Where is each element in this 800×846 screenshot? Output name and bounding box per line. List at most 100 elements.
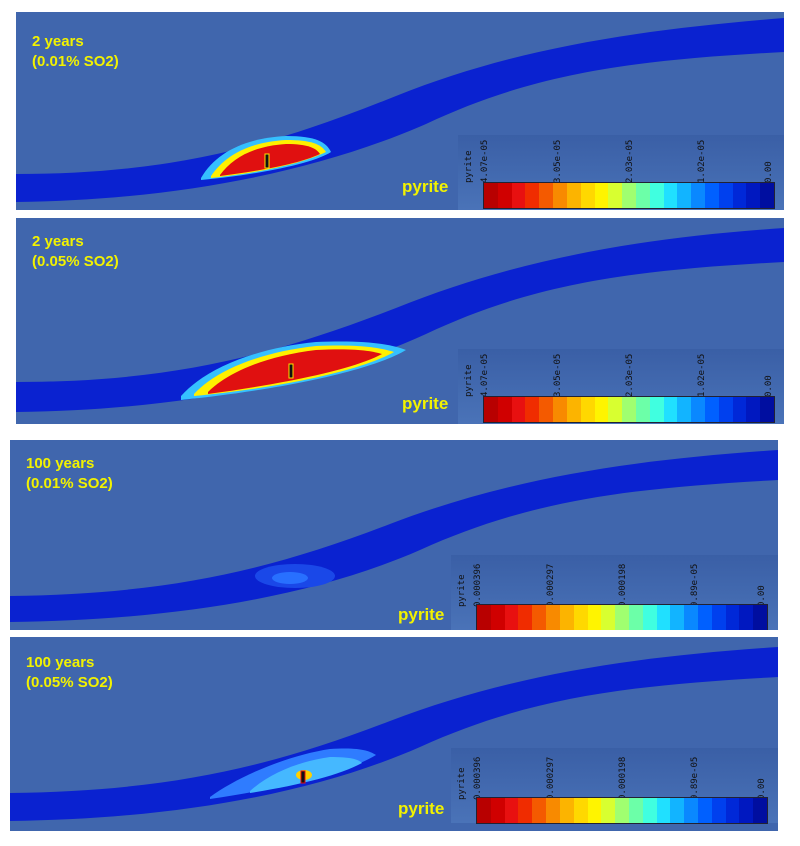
colorbar-swatch xyxy=(656,798,671,823)
injection-well xyxy=(264,153,270,169)
colorbar-swatch xyxy=(732,397,747,422)
colorbar-swatch xyxy=(525,397,540,422)
legend-tick-2: 2.03e-05 xyxy=(625,139,635,183)
colorbar-swatch xyxy=(753,798,768,823)
colorbar-swatch xyxy=(608,183,623,208)
colorbar-legend: pyrite 0.000396 0.000297 0.000198 9.89e-… xyxy=(451,748,778,824)
colorbar-swatch xyxy=(635,183,650,208)
pyrite-label: pyrite xyxy=(398,605,445,624)
colorbar-swatch xyxy=(580,397,595,422)
injection-well xyxy=(288,363,294,379)
colorbar-swatch xyxy=(546,605,560,630)
colorbar-swatch xyxy=(490,798,505,823)
legend-tick-3: 1.02e-05 xyxy=(697,139,707,183)
colorbar-swatch xyxy=(566,183,581,208)
colorbar-swatch xyxy=(477,605,491,630)
colorbar-legend: pyrite 0.000396 0.000297 0.000198 9.89e-… xyxy=(451,555,778,630)
colorbar-swatch xyxy=(760,397,775,422)
colorbar-swatch xyxy=(497,183,512,208)
colorbar-swatch xyxy=(587,798,602,823)
colorbar-swatch xyxy=(532,605,547,630)
colorbar-swatch xyxy=(594,183,609,208)
plume-faint-core xyxy=(272,572,308,584)
panel-title: 100 years (0.01% SO2) xyxy=(26,455,113,492)
reservoir-layer xyxy=(10,647,778,821)
colorbar-swatch xyxy=(711,605,726,630)
colorbar-swatch xyxy=(718,183,733,208)
colorbar-swatch xyxy=(649,397,664,422)
panel-title: 2 years (0.05% SO2) xyxy=(32,233,119,270)
colorbar-swatch xyxy=(760,183,775,208)
plot-panel-100y-005: 100 years (0.05% SO2) pyrite 0.000396 0.… xyxy=(10,637,778,831)
colorbar-swatch xyxy=(532,798,547,823)
colorbar-swatch xyxy=(739,605,754,630)
legend-variable: pyrite xyxy=(464,364,474,397)
colorbar-swatch xyxy=(490,605,505,630)
colorbar-swatch xyxy=(553,183,567,208)
colorbar-swatch xyxy=(670,605,685,630)
colorbar-swatch xyxy=(684,798,698,823)
colorbar-swatch xyxy=(642,798,657,823)
colorbar-swatch xyxy=(553,397,567,422)
panel-title: 2 years (0.01% SO2) xyxy=(32,33,119,70)
plume-core xyxy=(208,349,382,394)
legend-tick-2: 0.000198 xyxy=(618,563,628,607)
legend-tick-3: 9.89e-05 xyxy=(690,563,700,607)
colorbar-swatch xyxy=(504,605,519,630)
colorbar-swatch xyxy=(539,397,554,422)
legend-tick-2: 0.000198 xyxy=(618,756,628,800)
colorbar-swatch xyxy=(691,183,705,208)
legend-tick-0: 4.07e-05 xyxy=(480,139,490,183)
legend-tick-2: 2.03e-05 xyxy=(625,353,635,397)
colorbar-swatch xyxy=(566,397,581,422)
colorbar-swatch xyxy=(511,183,526,208)
colorbar-swatch xyxy=(663,183,678,208)
legend-tick-0: 0.000396 xyxy=(473,563,483,607)
legend-tick-1: 0.000297 xyxy=(546,756,556,800)
colorbar-swatch xyxy=(753,605,768,630)
colorbar-swatch xyxy=(484,183,498,208)
plot-panel-100y-001: 100 years (0.01% SO2) pyrite 0.000396 0.… xyxy=(10,440,778,630)
colorbar-swatch xyxy=(725,798,740,823)
legend-tick-0: 0.000396 xyxy=(473,756,483,800)
colorbar xyxy=(476,604,768,630)
colorbar-swatch xyxy=(587,605,602,630)
colorbar-swatch xyxy=(559,605,574,630)
plume-core xyxy=(220,144,320,176)
colorbar-swatch xyxy=(601,798,616,823)
colorbar-swatch xyxy=(518,605,533,630)
legend-tick-1: 0.000297 xyxy=(546,563,556,607)
colorbar-swatch xyxy=(546,798,560,823)
plot-panel-2y-001: 2 years (0.01% SO2) pyrite 4.07e-05 3.05… xyxy=(16,12,784,210)
simulation-view xyxy=(16,12,784,210)
colorbar-legend: pyrite 4.07e-05 3.05e-05 2.03e-05 1.02e-… xyxy=(458,135,784,210)
colorbar-swatch xyxy=(477,798,491,823)
colorbar-swatch xyxy=(739,798,754,823)
colorbar-swatch xyxy=(670,798,685,823)
colorbar-swatch xyxy=(732,183,747,208)
colorbar xyxy=(483,396,775,423)
colorbar-swatch xyxy=(698,605,712,630)
colorbar-swatch xyxy=(559,798,574,823)
colorbar-swatch xyxy=(725,605,740,630)
legend-variable: pyrite xyxy=(457,574,467,607)
colorbar-swatch xyxy=(539,183,554,208)
pyrite-label: pyrite xyxy=(402,177,449,196)
colorbar-swatch xyxy=(705,183,719,208)
colorbar xyxy=(476,797,768,824)
colorbar-swatch xyxy=(608,397,623,422)
colorbar-legend: pyrite 4.07e-05 3.05e-05 2.03e-05 1.02e-… xyxy=(458,349,784,424)
reservoir-layer xyxy=(16,18,784,202)
colorbar-swatch xyxy=(518,798,533,823)
colorbar-swatch xyxy=(525,183,540,208)
colorbar-swatch xyxy=(746,397,761,422)
colorbar-swatch xyxy=(504,798,519,823)
colorbar-swatch xyxy=(711,798,726,823)
reservoir-layer xyxy=(16,228,784,412)
legend-variable: pyrite xyxy=(464,150,474,183)
colorbar-swatch xyxy=(601,605,616,630)
colorbar-swatch xyxy=(497,397,512,422)
colorbar-swatch xyxy=(511,397,526,422)
legend-tick-3: 9.89e-05 xyxy=(690,756,700,800)
colorbar-swatch xyxy=(573,605,588,630)
